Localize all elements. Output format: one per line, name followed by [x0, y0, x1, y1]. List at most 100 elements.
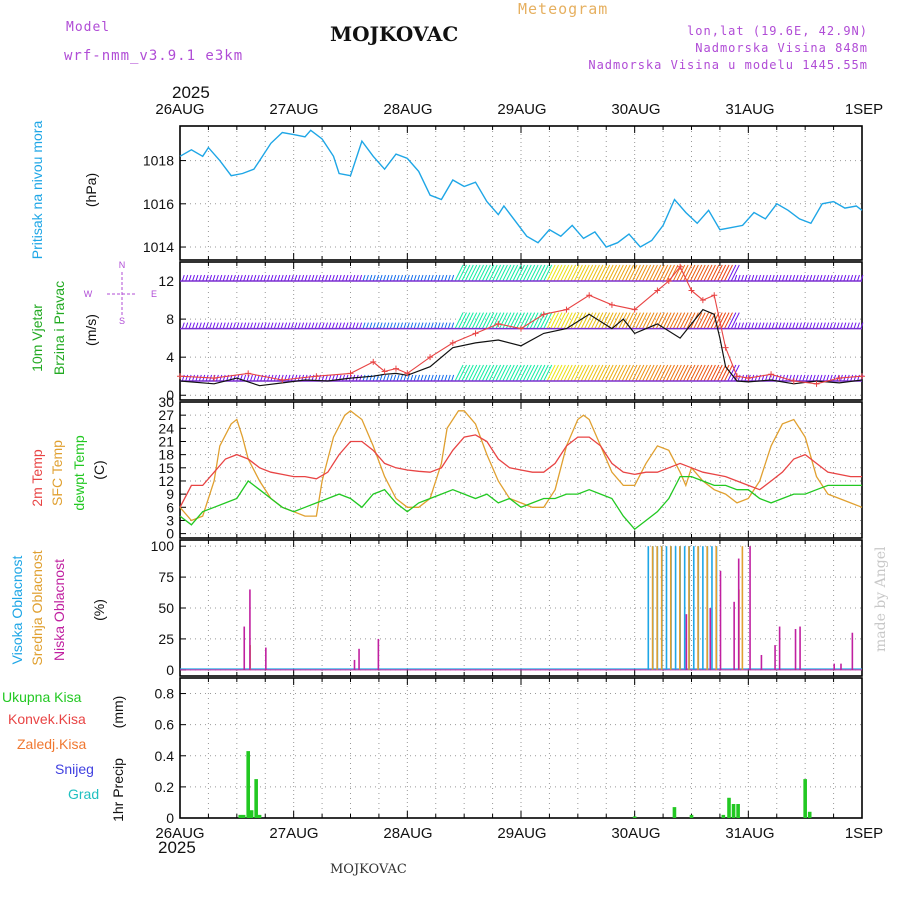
wind-barb [311, 322, 315, 329]
wind-barb [464, 312, 474, 329]
y-tick-label: 30 [158, 394, 174, 410]
wind-barb [764, 322, 768, 329]
wind-barb [768, 274, 772, 282]
wind-barb [263, 374, 267, 382]
wind-barb [212, 274, 216, 282]
wind-barb [376, 274, 380, 282]
wind-barb [539, 312, 549, 329]
wind-barb [270, 322, 274, 329]
wind-barb [188, 374, 192, 382]
wind-barb [192, 322, 195, 329]
wind-barb [839, 274, 843, 282]
wind-barb [533, 364, 542, 382]
wind-barb [754, 322, 758, 329]
wind-barb [509, 364, 519, 382]
wind-barb [365, 374, 369, 382]
wind-barb [403, 322, 407, 329]
wind-barb [365, 322, 369, 329]
precip-bar [727, 797, 731, 818]
wind-compass: N S W E [84, 260, 157, 326]
wind-barb [440, 322, 444, 329]
wind-barb [417, 374, 421, 382]
wind-barb [311, 274, 315, 282]
wind-barb [287, 274, 291, 282]
wind-barb [492, 364, 502, 382]
wind-barb [413, 374, 417, 382]
wind-subtitle: Brzina i Pravac [51, 281, 67, 375]
wind-barb [853, 374, 857, 382]
precip-bar [254, 779, 258, 818]
wind-barb [205, 274, 209, 282]
wind-barb [307, 274, 311, 282]
precip-bar [807, 811, 812, 818]
wind-barb [348, 274, 352, 282]
wind-barb [693, 364, 703, 382]
wind-barb [362, 374, 366, 382]
wind-barb [488, 264, 498, 282]
wind-barb [799, 274, 802, 282]
wind-barb [188, 322, 192, 329]
wind-barb [232, 322, 236, 329]
wind-barb [775, 322, 779, 329]
wind-barb [689, 264, 699, 282]
wind-barb [860, 274, 864, 282]
panel-frame [179, 401, 863, 539]
y-tick-label: 4 [166, 349, 174, 365]
wind-barb [659, 264, 669, 282]
wind-gust-marker [699, 297, 706, 304]
wind-barb [277, 374, 281, 382]
wind-barb [676, 264, 686, 282]
wind-barb [226, 322, 230, 329]
wind-barb [853, 274, 857, 282]
wind-barb [713, 264, 723, 282]
wind-barb [444, 374, 448, 382]
wind-barb [700, 264, 710, 282]
pressure-title: Pritisak na nivou mora [29, 121, 45, 260]
wind-barb [751, 274, 755, 282]
wind-barb [331, 274, 335, 282]
wind-barb [563, 312, 573, 329]
wind-barb [458, 264, 467, 282]
wind-barb [792, 322, 796, 329]
wind-gust-marker [177, 373, 183, 380]
wind-barb [826, 322, 830, 329]
y-tick-label: 18 [158, 447, 174, 463]
wind-barb [485, 312, 495, 329]
wind-barb [502, 264, 512, 282]
wind-barb [297, 274, 301, 282]
wind-barb [846, 322, 850, 329]
wind-barb [631, 312, 641, 329]
y-tick-label: 0.8 [155, 686, 175, 702]
wind-barb [546, 312, 556, 329]
wind-barb [648, 364, 658, 382]
wind-barb [785, 374, 789, 382]
wind-barb [761, 322, 765, 329]
model-label: Model [66, 20, 111, 35]
wind-barb [819, 274, 823, 282]
wind-barb [621, 364, 631, 382]
wind-barb [778, 322, 782, 329]
wind-speed-line [179, 308, 863, 387]
precip-bar [689, 814, 694, 818]
wind-barb [771, 322, 775, 329]
wind-barb [594, 364, 604, 382]
wind-barb [338, 322, 342, 329]
wind-barb [222, 322, 226, 329]
wind-barb [608, 364, 617, 382]
wind-barb [850, 374, 854, 382]
time-label-bottom: 30AUG [611, 825, 660, 842]
precip-bar [731, 804, 736, 818]
precip-legend-conv: Konvek.Kisa [8, 711, 86, 727]
wind-barb [379, 322, 383, 329]
y-tick-label: 3 [166, 512, 174, 528]
wind-barb [379, 374, 383, 382]
wind-barb [666, 264, 675, 282]
wind-barb [584, 364, 594, 382]
wind-barb [301, 322, 305, 329]
wind-barb [393, 374, 397, 382]
wind-barb [212, 322, 216, 329]
wind-barb [809, 274, 813, 282]
wind-barb [631, 264, 641, 282]
wind-barb [273, 322, 277, 329]
y-tick-label: 0 [166, 526, 174, 542]
